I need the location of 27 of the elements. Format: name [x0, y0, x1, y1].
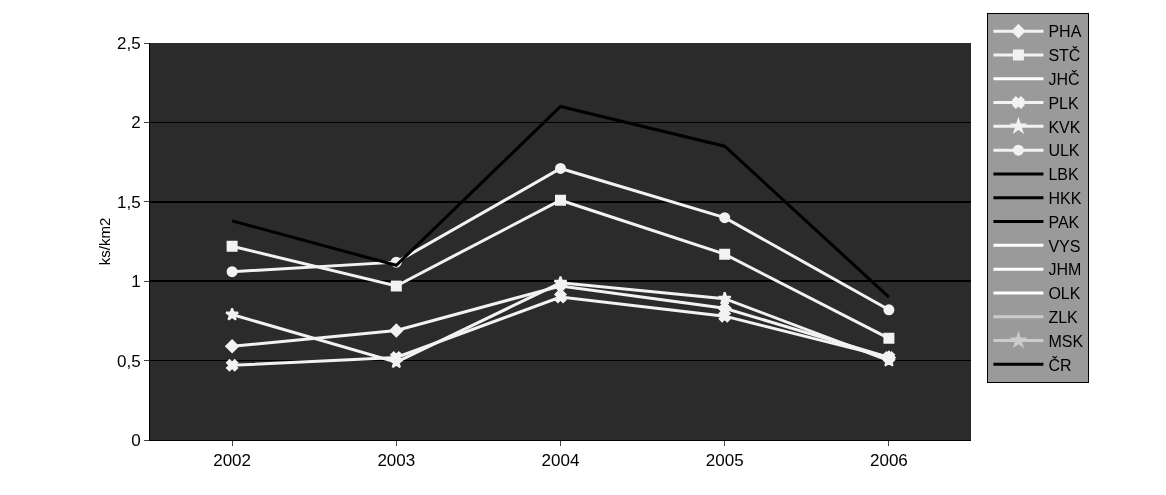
legend-label: PAK [1048, 213, 1080, 231]
x-tick-label: 2002 [213, 451, 252, 471]
legend-label: PHA [1048, 23, 1082, 41]
legend-label: ZLK [1048, 308, 1079, 326]
legend-label: JHM [1048, 261, 1082, 279]
legend-label: HKK [1048, 189, 1082, 207]
y-tick-label: 0 [131, 430, 141, 450]
legend-label: PLK [1048, 94, 1079, 112]
legend-label: ULK [1048, 142, 1080, 160]
legend-label: MSK [1048, 332, 1084, 350]
y-tick-label: 0,5 [116, 351, 141, 371]
legend-label: OLK [1048, 285, 1081, 303]
y-tick-label: 2 [131, 113, 141, 133]
x-tick-label: 2004 [541, 451, 580, 471]
legend-label: KVK [1048, 118, 1081, 136]
x-tick-label: 2003 [377, 451, 416, 471]
legend-label: ČR [1048, 355, 1072, 374]
y-axis-title: ks/km2 [96, 217, 113, 266]
x-tick-label: 2006 [869, 451, 908, 471]
legend-label: LBK [1048, 166, 1079, 184]
y-tick-label: 2,5 [116, 33, 141, 53]
legend-label: JHČ [1048, 69, 1080, 88]
y-tick-label: 1,5 [116, 192, 141, 212]
legend-label: STČ [1048, 46, 1081, 65]
x-tick-label: 2005 [705, 451, 744, 471]
y-tick-label: 1 [131, 272, 141, 292]
legend-label: VYS [1048, 237, 1081, 255]
